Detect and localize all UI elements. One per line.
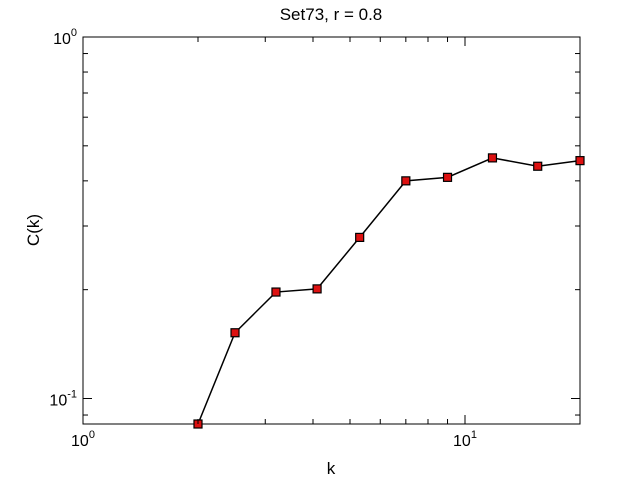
x-tick-label: 100 [71, 429, 95, 450]
data-point [230, 328, 240, 338]
data-point [533, 161, 543, 171]
y-axis-label: C(k) [24, 214, 43, 246]
data-point [312, 284, 322, 294]
axes-frame [82, 36, 581, 425]
x-axis-label: k [327, 459, 336, 478]
plot-area [82, 36, 581, 425]
series-line [197, 157, 581, 425]
data-point [575, 156, 585, 166]
tick-layer: 100 101 10-1 100 [49, 27, 581, 450]
data-point [355, 232, 365, 243]
series-layer [193, 153, 585, 429]
data-point [271, 287, 281, 297]
data-point [487, 153, 498, 163]
y-tick-label: 10-1 [49, 388, 77, 409]
chart-title: Set73, r = 0.8 [280, 5, 383, 24]
x-tick-label: 101 [453, 429, 477, 450]
data-point [442, 172, 453, 182]
y-tick-label: 100 [53, 27, 77, 48]
data-point [401, 176, 411, 186]
